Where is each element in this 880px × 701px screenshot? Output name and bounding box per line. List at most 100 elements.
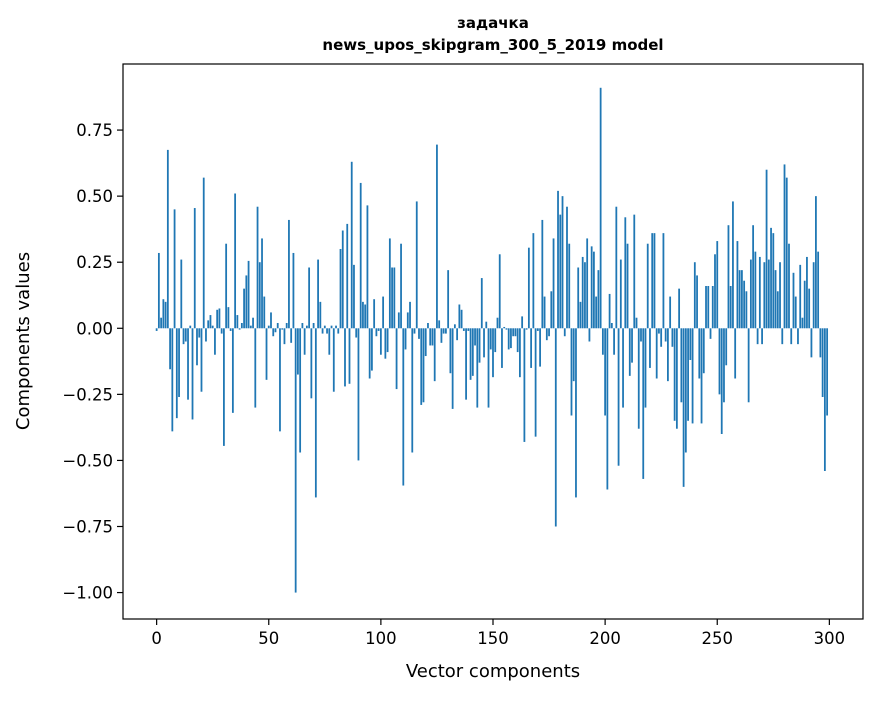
- bar: [202, 177, 205, 329]
- bar: [303, 328, 306, 355]
- bar: [191, 328, 194, 420]
- bar: [588, 328, 591, 342]
- bar: [541, 219, 544, 329]
- bar: [633, 214, 636, 329]
- bar: [350, 161, 353, 329]
- bar: [243, 288, 245, 329]
- bar: [404, 328, 407, 350]
- bar: [240, 323, 243, 329]
- bar: [736, 241, 739, 329]
- x-tick-label: 300: [814, 629, 846, 648]
- bar: [442, 328, 445, 334]
- bar: [801, 317, 804, 329]
- bar: [301, 323, 304, 329]
- y-tick-label: 0.00: [76, 319, 113, 338]
- bar: [332, 328, 335, 392]
- bar: [498, 254, 501, 329]
- bar: [261, 238, 263, 329]
- x-tick-label: 150: [477, 629, 509, 648]
- bar: [590, 246, 593, 329]
- bar: [667, 328, 669, 382]
- bar: [510, 328, 512, 349]
- bar: [258, 262, 261, 329]
- bar: [595, 296, 598, 329]
- bar: [341, 230, 344, 329]
- bar: [263, 296, 266, 329]
- bar: [662, 233, 665, 329]
- bar: [193, 208, 196, 329]
- y-tick-label: 0.25: [76, 253, 113, 272]
- bar: [705, 286, 707, 329]
- bar: [532, 233, 535, 329]
- bar: [696, 275, 698, 329]
- bar: [451, 328, 454, 409]
- bar: [173, 209, 176, 329]
- bar: [653, 233, 656, 329]
- bar: [225, 243, 228, 329]
- bar: [586, 238, 589, 329]
- bar: [716, 241, 719, 329]
- bar: [738, 270, 741, 329]
- bar: [826, 328, 829, 416]
- bar: [568, 243, 571, 329]
- bar: [180, 259, 183, 329]
- bar: [745, 291, 748, 329]
- bar: [501, 328, 503, 368]
- bar: [469, 328, 472, 380]
- bar: [312, 323, 315, 329]
- bar: [525, 328, 528, 330]
- bar: [283, 328, 286, 345]
- bar: [619, 259, 622, 329]
- bar: [231, 328, 234, 413]
- bar: [765, 169, 768, 329]
- y-axis: −1.00 −0.75 −0.50 −0.25 0.00 0.25 0.50 0.75: [62, 121, 123, 603]
- bar: [162, 299, 165, 329]
- bar: [478, 328, 481, 363]
- bar: [536, 328, 539, 331]
- bar: [734, 328, 737, 379]
- bar: [767, 259, 770, 329]
- bar: [391, 267, 393, 329]
- bar: [761, 328, 763, 345]
- bar: [220, 328, 223, 334]
- bar: [774, 270, 777, 329]
- bar: [409, 301, 411, 329]
- bar: [507, 328, 510, 350]
- bar: [330, 325, 333, 329]
- bar: [214, 328, 216, 355]
- bar: [519, 328, 521, 378]
- bar: [323, 325, 326, 329]
- bar: [362, 301, 364, 329]
- bar: [693, 262, 696, 329]
- bar: [584, 262, 586, 329]
- bar: [664, 328, 667, 342]
- bar: [691, 328, 694, 424]
- bar: [364, 304, 367, 329]
- bar: [480, 278, 483, 329]
- bar: [803, 280, 806, 329]
- bar: [581, 256, 584, 329]
- bar: [211, 325, 214, 329]
- bar: [606, 328, 609, 490]
- bar: [216, 309, 219, 329]
- bar: [615, 206, 618, 329]
- bar: [171, 328, 174, 432]
- bar: [424, 328, 427, 357]
- bar: [772, 233, 775, 329]
- chart-title: задачка: [457, 14, 529, 32]
- bar: [682, 328, 685, 487]
- bar: [395, 328, 398, 390]
- bar: [227, 307, 230, 329]
- y-tick-label: −0.50: [62, 451, 113, 470]
- bar: [155, 328, 158, 331]
- bar: [655, 328, 658, 379]
- bar: [640, 328, 642, 342]
- bar: [631, 328, 633, 363]
- bar: [276, 323, 279, 329]
- bar: [545, 328, 548, 341]
- bar: [680, 328, 683, 403]
- bar: [689, 328, 692, 360]
- x-tick-label: 250: [701, 629, 733, 648]
- bar: [566, 206, 568, 329]
